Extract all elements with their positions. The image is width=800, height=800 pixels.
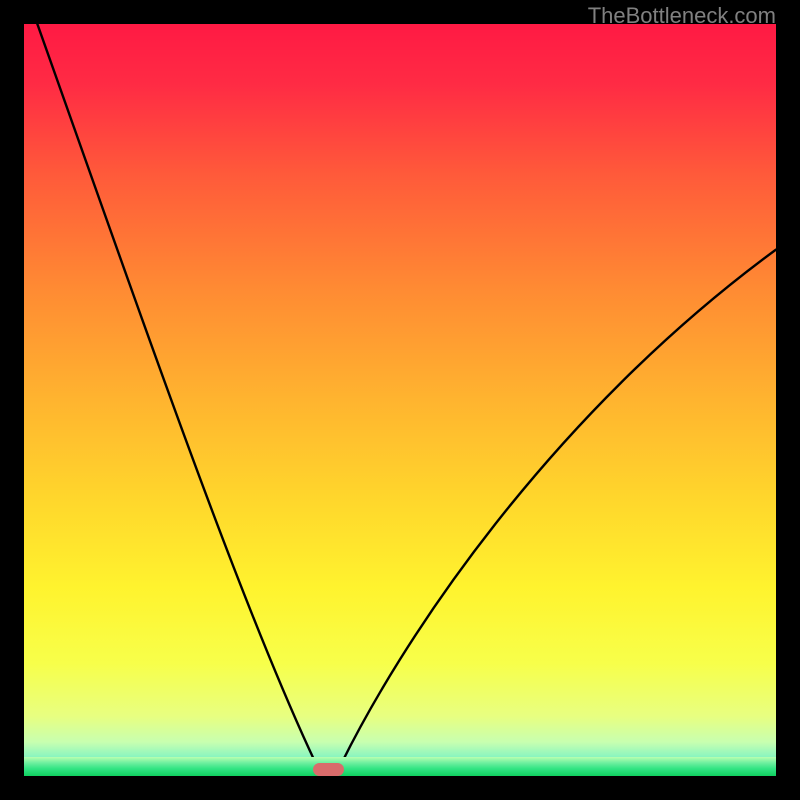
optimal-point-marker (313, 763, 345, 776)
green-baseline-strip (24, 757, 776, 776)
plot-area (24, 24, 776, 776)
bottleneck-curve (24, 24, 776, 776)
chart-outer-frame: TheBottleneck.com (0, 0, 800, 800)
watermark-text: TheBottleneck.com (588, 3, 776, 29)
